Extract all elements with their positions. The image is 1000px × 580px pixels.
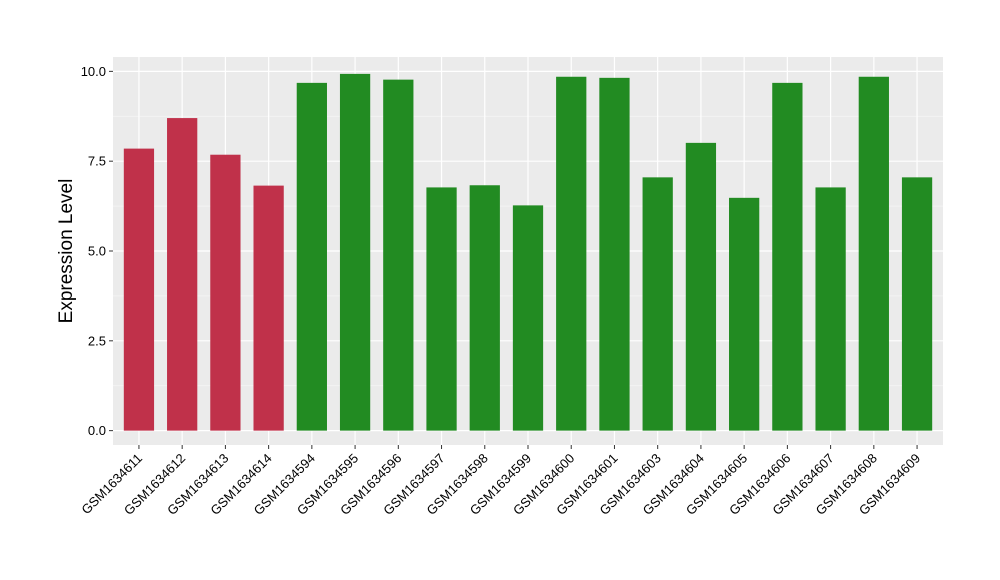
bar-GSM1634609	[901, 177, 933, 431]
bar-GSM1634596	[383, 79, 414, 431]
bar-GSM1634603	[642, 177, 673, 431]
bar-GSM1634606	[772, 82, 803, 431]
x-axis: GSM1634611GSM1634612GSM1634613GSM1634614…	[78, 445, 923, 518]
bar-GSM1634608	[858, 76, 889, 431]
y-tick-label: 7.5	[88, 154, 106, 169]
bars	[123, 73, 933, 431]
bar-GSM1634599	[512, 205, 544, 431]
bar-GSM1634611	[123, 148, 155, 431]
bar-GSM1634605	[729, 197, 760, 431]
bar-GSM1634607	[815, 187, 846, 431]
bar-GSM1634604	[685, 142, 717, 431]
bar-GSM1634600	[556, 76, 587, 431]
y-tick-label: 2.5	[88, 333, 106, 348]
y-tick-label: 0.0	[88, 423, 106, 438]
y-axis-title: Expression Level	[56, 179, 77, 324]
bar-GSM1634601	[599, 77, 630, 431]
bar-GSM1634595	[339, 73, 371, 431]
bar-GSM1634594	[296, 82, 327, 431]
y-tick-label: 5.0	[88, 244, 106, 259]
bar-GSM1634614	[253, 185, 284, 431]
bar-GSM1634598	[469, 185, 500, 431]
bar-GSM1634613	[210, 154, 241, 431]
bar-GSM1634597	[426, 187, 457, 431]
bar-GSM1634612	[167, 118, 198, 431]
y-tick-label: 10.0	[81, 64, 106, 79]
y-axis: 0.0 2.5 5.0 7.5 10.0	[81, 64, 113, 438]
